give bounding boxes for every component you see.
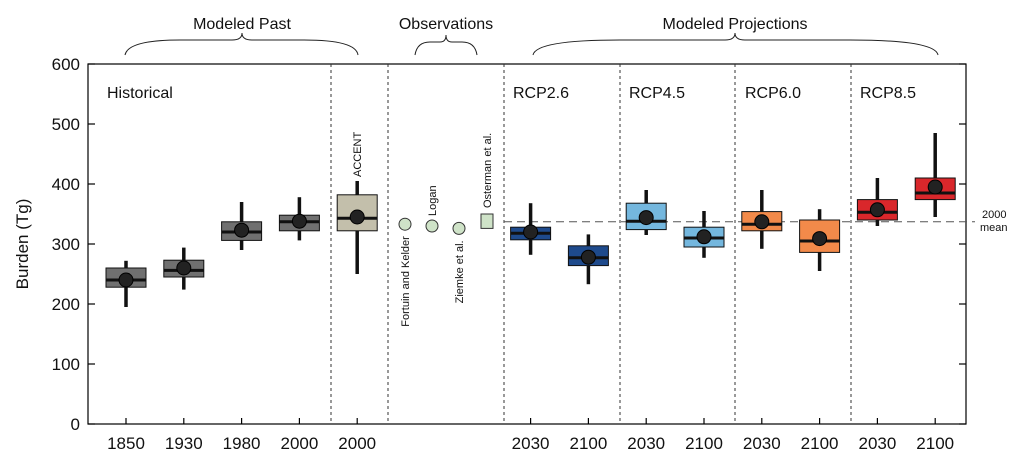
- box-11: [856, 178, 898, 226]
- annotation-accent: ACCENT: [352, 131, 364, 177]
- brace-observations: [414, 34, 478, 56]
- x-tick-label-7: 2030: [627, 434, 665, 451]
- y-axis-label: Burden (Tg): [13, 199, 32, 290]
- box-mean-10: [812, 231, 828, 247]
- box-mean-5: [523, 224, 539, 240]
- panel-label-rcp60: RCP6.0: [745, 85, 801, 102]
- y-axis: 0 100 200 300 400 500 600: [52, 55, 966, 434]
- box-mean-7: [638, 210, 654, 226]
- obs-point-1: [425, 219, 439, 233]
- box-mean-9: [754, 214, 770, 230]
- y-tick-label-600: 600: [52, 55, 80, 74]
- obs-point-2: [452, 221, 466, 235]
- box-mean-2: [234, 222, 250, 238]
- obs-label-0: Fortuin and Kelder: [400, 236, 412, 327]
- group-label-observations: Observations: [399, 16, 493, 33]
- panel-label-rcp45: RCP4.5: [629, 85, 685, 102]
- brace-modeled-past: [124, 32, 359, 56]
- x-tick-label-0: 1850: [107, 434, 145, 451]
- x-axis: 1850 1930 1980 2000 2000 2030 2100 2030 2100 2030…: [107, 418, 954, 451]
- panel-label-rcp85: RCP8.5: [860, 85, 916, 102]
- box-mean-3: [291, 213, 307, 229]
- x-tick-label-4: 2000: [338, 434, 376, 451]
- panel-label-historical: Historical: [107, 85, 173, 102]
- obs-label-1: Logan: [427, 185, 439, 216]
- brace-modeled-projections: [532, 32, 939, 56]
- reference-label-mean: mean: [980, 222, 1008, 234]
- y-tick-label-300: 300: [52, 235, 80, 254]
- obs-label-2: Ziemke et al.: [454, 240, 466, 303]
- panel-label-rcp26: RCP2.6: [513, 85, 569, 102]
- box-4: ACCENT: [336, 131, 378, 274]
- x-tick-label-1: 1930: [165, 434, 203, 451]
- y-tick-label-0: 0: [71, 415, 80, 434]
- box-9: [741, 190, 783, 249]
- box-mean-4: [349, 209, 365, 225]
- x-tick-label-3: 2000: [280, 434, 318, 451]
- group-label-modeled-projections: Modeled Projections: [663, 16, 808, 33]
- panel-dividers: [330, 64, 852, 424]
- x-tick-label-2: 1980: [223, 434, 261, 451]
- x-tick-label-11: 2030: [858, 434, 896, 451]
- y-tick-label-500: 500: [52, 115, 80, 134]
- box-8: [683, 211, 725, 258]
- y-tick-label-400: 400: [52, 175, 80, 194]
- x-tick-label-12: 2100: [916, 434, 954, 451]
- group-label-modeled-past: Modeled Past: [193, 16, 291, 33]
- box-mean-8: [696, 229, 712, 245]
- x-tick-label-6: 2100: [569, 434, 607, 451]
- y-tick-label-200: 200: [52, 295, 80, 314]
- obs-box-3: [480, 213, 494, 229]
- box-6: [567, 234, 609, 285]
- box-series: ACCENT: [105, 131, 956, 307]
- box-10: [799, 209, 841, 271]
- box-0: [105, 260, 147, 307]
- y-tick-label-100: 100: [52, 355, 80, 374]
- box-5: [510, 203, 552, 255]
- obs-label-3: Osterman et al.: [482, 133, 494, 208]
- box-mean-6: [580, 249, 596, 265]
- box-mean-1: [176, 260, 192, 276]
- x-tick-label-5: 2030: [512, 434, 550, 451]
- x-tick-label-9: 2030: [743, 434, 781, 451]
- box-3: [278, 197, 320, 241]
- box-mean-11: [869, 202, 885, 218]
- box-7: [625, 190, 667, 235]
- observation-series: Fortuin and Kelder Logan Ziemke et al. Oste…: [398, 133, 494, 327]
- box-1: [163, 247, 205, 290]
- box-mean-12: [927, 179, 943, 195]
- box-mean-0: [118, 272, 134, 288]
- reference-label-2000: 2000: [982, 209, 1006, 221]
- box-2: [221, 202, 263, 250]
- box-12: [914, 133, 956, 217]
- obs-point-0: [398, 217, 412, 231]
- x-tick-label-10: 2100: [801, 434, 839, 451]
- x-tick-label-8: 2100: [685, 434, 723, 451]
